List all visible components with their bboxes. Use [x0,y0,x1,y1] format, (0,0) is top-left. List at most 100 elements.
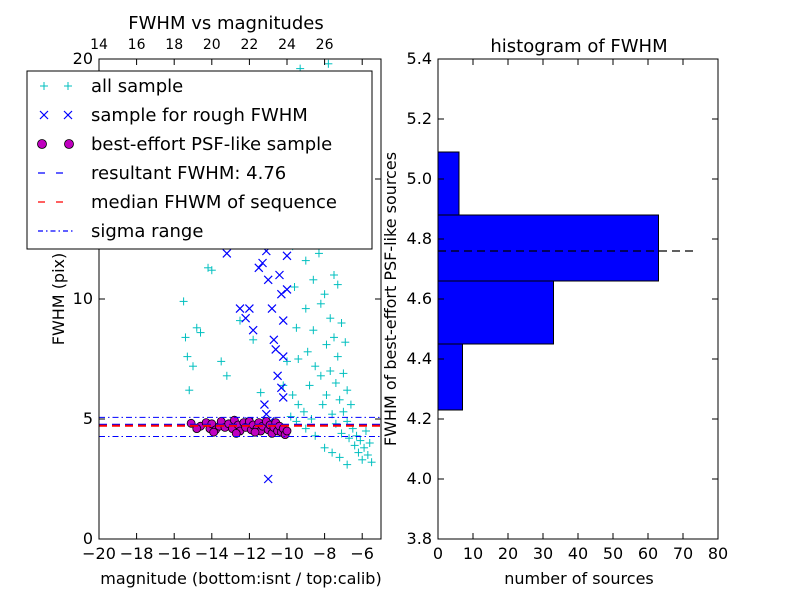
y-tick-label: 4.0 [407,469,432,488]
all-sample-point [330,333,338,342]
all-sample-point [311,431,320,440]
rough-fwhm-point [273,371,283,381]
y-tick-label: 5.4 [407,49,432,68]
y-tick-label: 4.8 [407,229,432,248]
all-sample-point [179,297,188,306]
all-sample-point [303,347,312,356]
right-y-axis-label: FWHM of best-effort PSF-like sources [381,152,400,446]
rough-fwhm-point [282,284,292,294]
right-chart-title: histogram of FWHM [490,36,667,57]
all-sample-point [320,443,329,452]
top-x-tick-label: 14 [90,37,108,53]
x-tick-label: −12 [233,544,267,563]
rough-fwhm-point [235,304,245,314]
x-tick-label: 70 [673,544,693,563]
rough-fwhm-point [244,304,254,314]
right-chart: histogram of FWHM 0 10 20 30 40 50 60 70 80 3.8 4.… [381,36,728,588]
x-tick-label: −18 [120,544,154,563]
legend-entry: best-effort PSF-like sample [37,134,332,155]
y-tick-label: 4.6 [407,289,432,308]
left-chart-title: FWHM vs magnitudes [128,13,323,34]
legend-entry: resultant FWHM: 4.76 [38,163,286,184]
psf-like-point [231,428,241,438]
right-plot-area [438,151,694,411]
histogram-bar [438,214,659,282]
all-sample-point [367,458,376,467]
all-sample-point [314,249,323,258]
all-sample-point [222,371,231,380]
all-sample-point [292,323,301,332]
all-sample-point [301,304,310,313]
all-sample-point [316,371,325,380]
all-sample-point [361,427,370,435]
rough-fwhm-point [222,248,232,258]
all-sample-point [337,319,346,327]
rough-fwhm-point [278,316,288,326]
rough-fwhm-point [275,270,284,280]
all-sample-point [328,448,337,457]
top-x-tick-label: 18 [165,37,183,53]
legend-entry: sample for rough FWHM [39,105,308,126]
all-sample-point [286,412,295,421]
top-x-tick-label: 16 [128,37,146,53]
y-tick-label: 20 [73,49,93,68]
all-sample-point [335,395,344,404]
rough-fwhm-point [260,400,269,410]
rough-fwhm-point [271,344,281,354]
x-tick-label: 20 [498,544,518,563]
all-sample-point [322,391,331,399]
all-sample-point [305,381,314,390]
x-tick-label: −10 [270,544,304,563]
all-sample-point [311,362,320,371]
x-tick-label: 80 [708,544,728,563]
all-sample-point [343,460,352,469]
all-sample-point [331,379,340,387]
all-sample-point [301,256,310,265]
all-sample-point [324,59,333,68]
all-sample-point [339,369,348,378]
all-sample-point [326,314,335,323]
x-tick-label: 0 [433,544,443,563]
all-sample-point [183,352,192,361]
x-tick-label: 60 [638,544,658,563]
rough-fwhm-point [254,263,264,273]
all-sample-point [335,453,344,462]
all-sample-point [339,407,348,416]
all-sample-point [294,355,303,363]
all-sample-point [363,451,372,459]
all-sample-point [326,367,335,375]
legend-entry: median FHWM of sequence [38,192,337,213]
psf-like-point [250,427,260,437]
all-sample-point [288,391,297,399]
all-sample-point [333,352,342,361]
all-sample-point [337,429,346,438]
all-sample-point [365,439,374,447]
rough-fwhm-point [267,304,277,314]
all-sample-point [354,448,363,457]
right-x-axis-label: number of sources [504,569,654,588]
psf-like-point [209,427,219,437]
legend-box [26,70,373,250]
all-sample-point [249,335,258,344]
rough-fwhm-point [263,275,273,285]
rough-fwhm-point [263,474,273,484]
all-sample-point [358,455,367,464]
all-sample-point [356,436,365,445]
all-sample-point [341,338,350,347]
rough-fwhm-point [282,251,292,261]
histogram-bar [438,343,463,411]
left-plot-area [99,59,381,484]
all-sample-point [333,280,342,289]
histogram-bar [438,151,460,216]
legend-label: best-effort PSF-like sample [91,134,332,155]
all-sample-point [343,386,352,395]
left-x-axis-label: magnitude (bottom:isnt / top:calib) [100,569,381,588]
histogram-bar [438,280,554,345]
x-tick-label: 30 [533,544,553,563]
legend-label: all sample [91,76,183,97]
all-sample-point [290,283,299,291]
rough-fwhm-point [248,325,258,335]
x-tick-label: −6 [350,544,374,563]
rough-fwhm-point [258,258,267,268]
